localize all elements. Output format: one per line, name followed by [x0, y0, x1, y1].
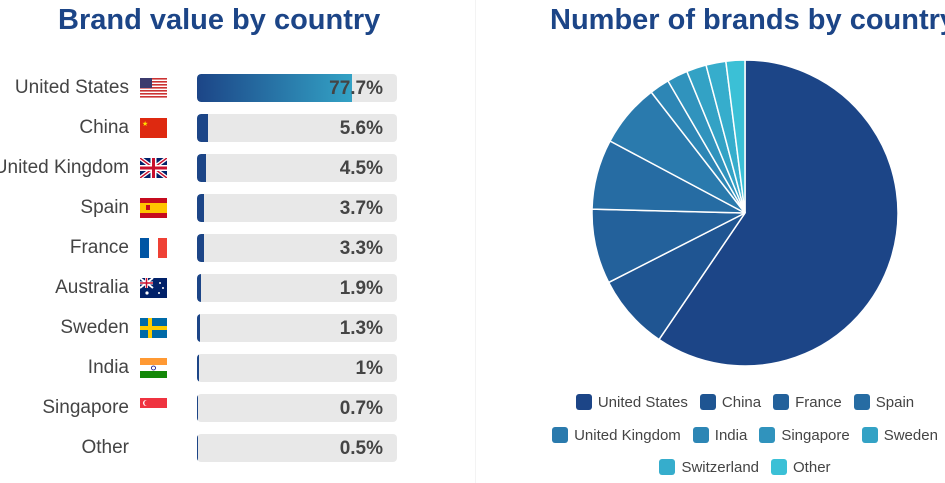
bar: [197, 274, 201, 302]
australia-flag-icon: [140, 278, 167, 298]
pie-chart: [591, 59, 899, 367]
bar-value-label: 0.5%: [339, 438, 383, 459]
legend-swatch: [853, 394, 870, 410]
legend-item[interactable]: Sweden: [861, 427, 938, 444]
bar: [197, 194, 205, 222]
bar-category-label: Other: [81, 437, 129, 458]
bar-track: 4.5%: [197, 154, 397, 182]
legend-label: United States: [597, 394, 688, 411]
legend-item[interactable]: Spain: [853, 394, 915, 411]
bar-row: Singapore 0.7%: [0, 394, 400, 422]
bar-category-label: United Kingdom: [0, 157, 129, 178]
bar-row: China ★ 5.6%: [0, 114, 400, 142]
bar-track: 0.7%: [197, 394, 397, 422]
legend-row: United Kingdom India Singapore Sweden: [540, 427, 945, 444]
bar-track: 1.9%: [197, 274, 397, 302]
bar-category-label: India: [87, 357, 129, 378]
pie-chart-title: Number of brands by country: [550, 4, 945, 36]
legend-swatch: [773, 394, 790, 410]
legend-item[interactable]: Switzerland: [659, 459, 759, 476]
bar-category-label: China: [79, 117, 129, 138]
bar-row: India 1%: [0, 354, 400, 382]
legend-swatch: [771, 459, 788, 475]
pie-slice-united-states[interactable]: [657, 59, 899, 367]
bar: [197, 234, 204, 262]
bar-value-label: 4.5%: [339, 158, 383, 179]
bar-track: 0.5%: [197, 434, 397, 462]
legend-row: Switzerland Other: [540, 459, 945, 476]
legend-item[interactable]: India: [692, 427, 748, 444]
svg-text:★: ★: [142, 120, 148, 128]
pie-slice-other[interactable]: [724, 59, 746, 214]
bar-row: Spain 3.7%: [0, 194, 400, 222]
spain-flag-icon: [140, 198, 167, 218]
legend-swatch: [659, 459, 676, 475]
bar-track: 1.3%: [197, 314, 397, 342]
bar-value-label: 3.3%: [339, 238, 383, 259]
bar: [197, 434, 198, 462]
india-flag-icon: [140, 358, 167, 378]
bar-category-label: United States: [14, 77, 129, 98]
legend-item[interactable]: Other: [771, 459, 831, 476]
china-flag-icon: ★: [140, 118, 167, 138]
legend-label: Switzerland: [681, 459, 760, 476]
bar-chart-title: Brand value by country: [58, 4, 381, 36]
bar-category-label: Spain: [80, 197, 129, 218]
bar-track: 1%: [197, 354, 397, 382]
legend-label: Other: [793, 459, 831, 476]
legend-swatch: [575, 394, 592, 410]
bar-track: 5.6%: [197, 114, 397, 142]
bar: [197, 354, 199, 382]
bar-row: United Kingdom 4.5%: [0, 154, 400, 182]
bar-row: France 3.3%: [0, 234, 400, 262]
singapore-flag-icon: [140, 398, 167, 418]
bar: [197, 114, 209, 142]
legend-label: Spain: [875, 394, 915, 411]
legend-item[interactable]: France: [773, 394, 842, 411]
france-flag-icon: [140, 238, 167, 258]
legend-item[interactable]: United Kingdom: [552, 427, 681, 444]
bar-row: Sweden 1.3%: [0, 314, 400, 342]
legend-label: India: [714, 427, 748, 444]
legend-label: China: [721, 394, 762, 411]
bar-category-label: Singapore: [42, 397, 129, 418]
legend-label: Singapore: [781, 427, 850, 444]
bar-category-label: Australia: [55, 277, 129, 298]
bar-row: Australia 1.9%: [0, 274, 400, 302]
legend-item[interactable]: Singapore: [759, 427, 850, 444]
bar-row: United States 77.7%: [0, 74, 400, 102]
uk-flag-icon: [140, 158, 167, 178]
legend-swatch: [861, 427, 878, 443]
legend-swatch: [699, 394, 716, 410]
bar-value-label: 77.7%: [329, 78, 383, 99]
legend-swatch: [692, 427, 709, 443]
us-flag-icon: [140, 78, 167, 98]
legend-label: France: [795, 394, 842, 411]
bar-category-label: France: [69, 237, 129, 258]
legend-label: Sweden: [883, 427, 938, 444]
bar-track: 77.7%: [197, 74, 397, 102]
bar-value-label: 1.9%: [339, 278, 383, 299]
legend-label: United Kingdom: [574, 427, 681, 444]
legend-swatch: [552, 427, 569, 443]
bar-value-label: 5.6%: [339, 118, 383, 139]
legend-item[interactable]: United States: [575, 394, 688, 411]
bar-category-label: Sweden: [60, 317, 129, 338]
bar: [197, 154, 206, 182]
bar-value-label: 3.7%: [339, 198, 383, 219]
bar-track: 3.7%: [197, 194, 397, 222]
bar-row: Other 0.5%: [0, 434, 400, 462]
legend-row: United States China France Spain: [540, 394, 945, 411]
bar-track: 3.3%: [197, 234, 397, 262]
legend-item[interactable]: China: [699, 394, 762, 411]
bar-value-label: 0.7%: [339, 398, 383, 419]
bar: [197, 394, 199, 422]
divider: [475, 0, 476, 483]
sweden-flag-icon: [140, 318, 167, 338]
bar: [197, 74, 353, 102]
bar-value-label: 1%: [355, 358, 383, 379]
bar-value-label: 1.3%: [339, 318, 383, 339]
legend-swatch: [759, 427, 776, 443]
bar: [197, 314, 200, 342]
